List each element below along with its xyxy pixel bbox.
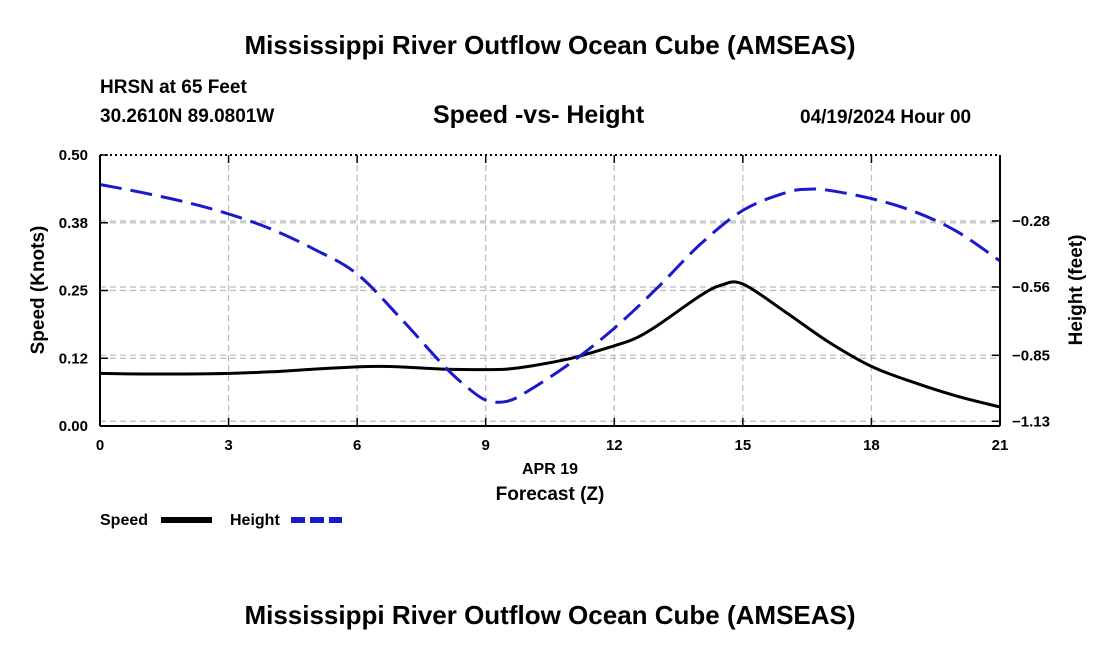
x-tick-label: 15 bbox=[735, 437, 752, 454]
chart-title: Speed -vs- Height bbox=[433, 101, 645, 129]
y-tick-label: 0.12 bbox=[59, 350, 88, 367]
y-tick-label: 0.00 bbox=[59, 418, 88, 435]
footer-title: Mississippi River Outflow Ocean Cube (AM… bbox=[244, 600, 856, 630]
x-tick-label: 9 bbox=[482, 437, 490, 454]
legend-height-label: Height bbox=[230, 512, 280, 529]
y-axis-title: Speed (Knots) bbox=[28, 226, 49, 355]
series-speed-line bbox=[99, 280, 1001, 409]
station-label: HRSN at 65 Feet bbox=[100, 77, 247, 98]
y-tick-label: 0.50 bbox=[59, 147, 88, 164]
page-title: Mississippi River Outflow Ocean Cube (AM… bbox=[244, 30, 856, 60]
x-axis-date-label: APR 19 bbox=[522, 461, 578, 478]
y2-tick-label: −0.28 bbox=[1012, 213, 1050, 230]
x-tick-label: 0 bbox=[96, 437, 104, 454]
coordinates-label: 30.2610N 89.0801W bbox=[100, 106, 275, 127]
x-tick-label: 21 bbox=[992, 437, 1009, 454]
forecast-date: 04/19/2024 Hour 00 bbox=[800, 107, 972, 128]
y2-axis-title: Height (feet) bbox=[1066, 235, 1087, 346]
y-tick-label: 0.38 bbox=[59, 215, 88, 232]
speed-height-chart: 0 3 6 9 12 15 18 21 0.00 0.12 0.25 0.38 0.50 −1.13 −0.… bbox=[28, 147, 1087, 529]
x-tick-label: 3 bbox=[224, 437, 232, 454]
series-height-line bbox=[99, 183, 1001, 404]
legend-speed-label: Speed bbox=[100, 512, 148, 529]
y2-tick-label: −0.56 bbox=[1012, 279, 1050, 296]
x-tick-label: 12 bbox=[606, 437, 623, 454]
x-tick-label: 6 bbox=[353, 437, 361, 454]
y2-tick-label: −0.85 bbox=[1012, 347, 1050, 364]
legend: Speed Height bbox=[100, 512, 342, 529]
x-axis-title: Forecast (Z) bbox=[496, 484, 605, 505]
series-layer bbox=[99, 183, 1001, 409]
y-tick-label: 0.25 bbox=[59, 283, 88, 300]
x-tick-label: 18 bbox=[863, 437, 880, 454]
y2-tick-label: −1.13 bbox=[1012, 413, 1050, 430]
axes-layer: 0 3 6 9 12 15 18 21 0.00 0.12 0.25 0.38 0.50 −1.13 −0.… bbox=[59, 147, 1050, 454]
